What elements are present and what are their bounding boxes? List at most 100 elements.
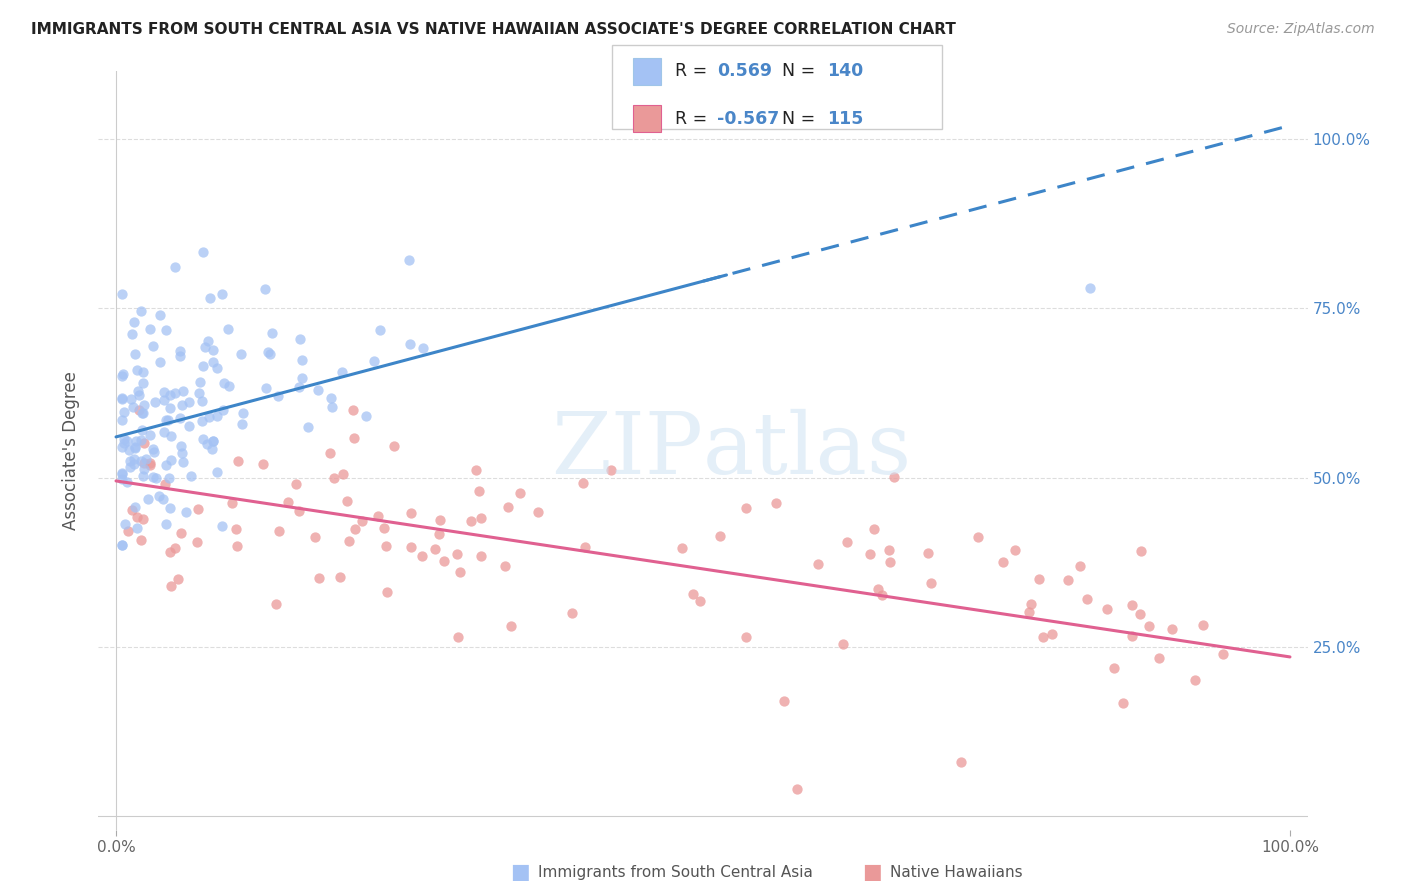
Point	[212, 376, 235, 391]
Point	[111, 413, 134, 427]
Point	[832, 637, 855, 651]
Text: ZIP: ZIP	[551, 409, 703, 492]
Point	[1192, 617, 1215, 632]
Text: N =: N =	[782, 62, 821, 80]
Point	[374, 539, 396, 553]
Point	[132, 435, 155, 450]
Point	[267, 524, 290, 538]
Point	[375, 584, 398, 599]
Point	[132, 406, 155, 420]
Point	[319, 446, 342, 460]
Point	[125, 434, 148, 449]
Point	[135, 452, 157, 467]
Point	[308, 571, 330, 585]
Point	[950, 755, 973, 769]
Point	[132, 456, 155, 470]
Point	[170, 439, 193, 453]
Point	[368, 323, 391, 337]
Point	[863, 522, 886, 536]
Point	[1147, 651, 1170, 665]
Point	[288, 504, 311, 518]
Point	[411, 549, 433, 563]
Point	[111, 440, 134, 454]
Point	[201, 343, 224, 357]
Point	[159, 453, 181, 467]
Point	[197, 409, 219, 424]
Point	[373, 521, 395, 535]
Point	[765, 495, 787, 509]
Point	[143, 395, 166, 409]
Point	[304, 530, 326, 544]
Point	[859, 547, 882, 561]
Point	[186, 534, 208, 549]
Point	[470, 549, 492, 563]
Point	[433, 553, 456, 567]
Point	[425, 541, 447, 556]
Point	[177, 418, 200, 433]
Point	[112, 432, 135, 446]
Point	[121, 326, 143, 341]
Point	[149, 355, 172, 369]
Point	[111, 391, 134, 405]
Point	[188, 376, 211, 390]
Point	[363, 354, 385, 368]
Point	[336, 493, 359, 508]
Point	[134, 398, 156, 412]
Point	[709, 529, 731, 543]
Point	[134, 462, 156, 476]
Point	[129, 433, 152, 447]
Point	[1069, 558, 1091, 573]
Point	[211, 287, 233, 301]
Point	[131, 406, 153, 420]
Point	[1018, 605, 1040, 619]
Point	[152, 392, 174, 407]
Point	[125, 510, 148, 524]
Point	[1137, 619, 1160, 633]
Point	[252, 458, 274, 472]
Point	[277, 495, 299, 509]
Point	[122, 400, 145, 414]
Point	[174, 505, 197, 519]
Point	[143, 444, 166, 458]
Point	[195, 437, 218, 451]
Point	[124, 440, 146, 454]
Point	[169, 411, 191, 425]
Point	[399, 506, 422, 520]
Point	[111, 368, 134, 383]
Point	[127, 384, 149, 399]
Text: IMMIGRANTS FROM SOUTH CENTRAL ASIA VS NATIVE HAWAIIAN ASSOCIATE'S DEGREE CORRELA: IMMIGRANTS FROM SOUTH CENTRAL ASIA VS NA…	[31, 22, 956, 37]
Point	[332, 467, 354, 481]
Point	[167, 573, 190, 587]
Point	[1076, 591, 1098, 606]
Point	[1184, 673, 1206, 687]
Point	[460, 514, 482, 528]
Point	[288, 380, 311, 394]
Point	[201, 442, 224, 456]
Point	[218, 378, 240, 392]
Point	[179, 394, 201, 409]
Point	[207, 361, 229, 376]
Point	[773, 694, 796, 708]
Point	[172, 446, 194, 460]
Point	[217, 321, 239, 335]
Point	[254, 282, 277, 296]
Point	[734, 631, 756, 645]
Point	[117, 434, 139, 449]
Point	[205, 409, 228, 423]
Point	[734, 500, 756, 515]
Point	[114, 516, 136, 531]
Point	[201, 354, 224, 368]
Point	[671, 541, 693, 555]
Point	[139, 456, 162, 470]
Point	[163, 386, 186, 401]
Point	[1057, 573, 1080, 587]
Point	[202, 434, 225, 448]
Text: 0.569: 0.569	[717, 62, 772, 80]
Point	[920, 576, 942, 591]
Text: N =: N =	[782, 110, 821, 128]
Point	[297, 420, 319, 434]
Point	[1212, 647, 1234, 661]
Point	[883, 470, 905, 484]
Point	[228, 454, 250, 468]
Point	[112, 436, 135, 450]
